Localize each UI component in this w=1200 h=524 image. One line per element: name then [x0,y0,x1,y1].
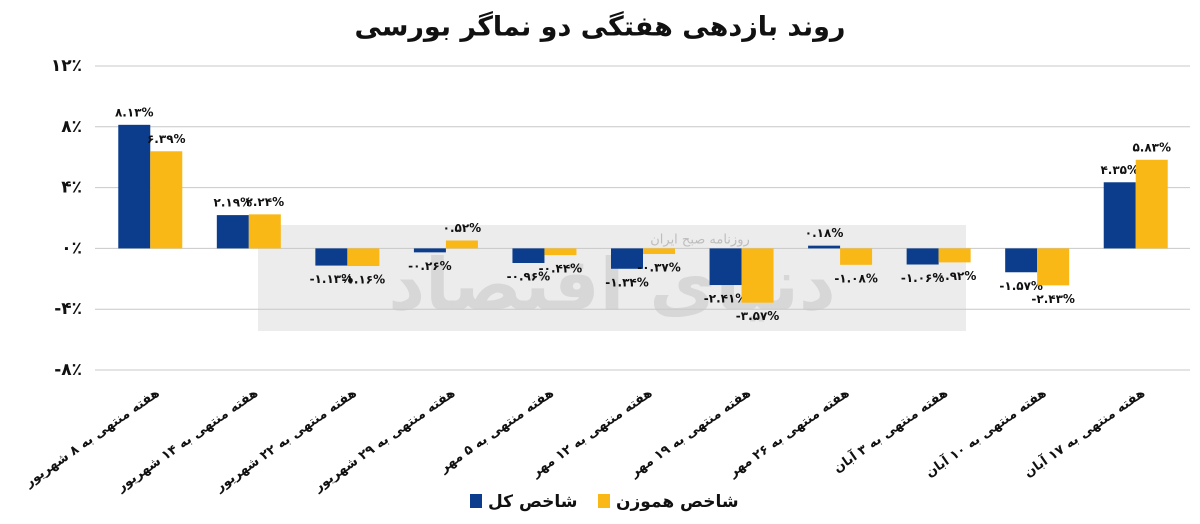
value-label: ۲.۲۴% [246,195,285,209]
value-label: ۴.۳۵% [1100,163,1139,177]
bar [1135,159,1168,249]
value-label: ۵.۸۳% [1132,140,1171,154]
bar [445,240,478,249]
value-label: -۱.۳۴% [605,275,649,289]
legend-swatch [470,494,482,508]
value-label: ۸.۱۳% [115,105,154,119]
legend-label: شاخص هموزن [616,492,739,512]
bar [906,248,939,265]
value-label: -۲.۴۱% [704,292,748,306]
value-label: -۱.۵۷% [999,279,1043,293]
value-label: ۶.۳۹% [147,132,186,146]
y-tick-label: ۴٪ [61,178,82,198]
bar [709,248,742,286]
bar [643,248,675,255]
y-tick-label: ۸٪ [61,117,82,137]
y-tick-label: ۱۲٪ [51,56,82,76]
value-label: -۱.۱۶% [342,273,386,287]
bar [248,214,281,249]
value-label: -۰.۲۶% [408,259,452,273]
value-label: -۱.۱۳% [310,272,354,286]
bar [544,248,577,256]
bar [611,248,643,269]
chart-title: روند بازدهی هفتگی دو نماگر بورسی [355,11,846,43]
value-label: -۱.۰۸% [834,271,878,285]
bar [1103,182,1136,249]
value-label: -۱.۰۶% [901,271,945,285]
bar [1005,248,1038,273]
legend-swatch [598,494,610,508]
watermark-box [258,225,966,331]
bar [938,248,971,263]
watermark-sub: روزنامه صبح ایران [650,233,750,248]
value-label: ۰.۵۲% [443,221,482,235]
bar [216,215,249,249]
bar [118,124,151,249]
value-label: ۲.۱۹% [214,196,253,210]
legend-label: شاخص کل [488,492,578,512]
bar [840,248,873,265]
bar [808,245,841,249]
bar [347,248,380,267]
bar [1037,248,1070,286]
y-tick-label: -۴٪ [54,299,82,319]
value-label: -۰.۹۶% [507,269,551,283]
value-label: ۰.۱۸% [805,226,844,240]
value-label: -۳.۵۷% [736,309,780,323]
bar [315,248,348,266]
bar [413,248,446,253]
value-label: -۰.۳۷% [637,261,681,275]
value-label: -۰.۹۲% [933,269,977,283]
bar [512,248,545,263]
bar [741,248,774,303]
y-tick-label: -۸٪ [54,360,82,380]
value-label: -۰.۴۴% [539,262,583,276]
value-label: -۲.۴۳% [1031,292,1075,306]
bar [150,151,183,249]
y-tick-label: ۰٪ [61,238,82,258]
